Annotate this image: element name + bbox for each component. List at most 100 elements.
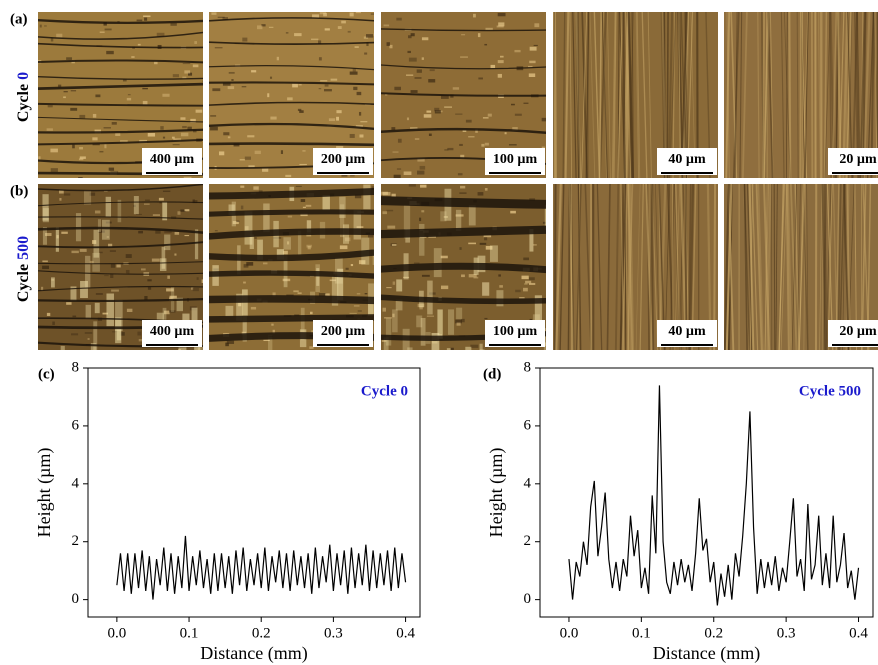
crack xyxy=(38,102,203,107)
texture xyxy=(743,184,748,350)
texture xyxy=(356,293,361,295)
crack xyxy=(38,184,203,192)
texture xyxy=(104,144,107,149)
texture xyxy=(115,299,123,332)
texture xyxy=(434,107,440,112)
texture xyxy=(92,240,97,244)
texture xyxy=(479,349,485,350)
texture xyxy=(240,185,245,188)
texture xyxy=(241,86,247,88)
panel-label: (d) xyxy=(483,366,501,382)
crack xyxy=(38,261,203,265)
texture xyxy=(757,12,760,178)
texture xyxy=(141,268,146,271)
texture xyxy=(345,349,352,350)
y-tick-label: 4 xyxy=(72,475,80,491)
texture xyxy=(485,245,493,250)
texture xyxy=(323,89,332,92)
texture xyxy=(511,103,515,106)
texture xyxy=(311,330,315,335)
texture xyxy=(116,264,121,268)
crack xyxy=(209,228,374,240)
texture xyxy=(85,255,91,288)
texture xyxy=(42,260,48,263)
texture xyxy=(514,113,522,116)
texture xyxy=(554,12,557,178)
texture xyxy=(447,309,455,335)
texture xyxy=(349,312,357,314)
texture xyxy=(169,310,176,313)
texture xyxy=(152,214,161,216)
texture xyxy=(280,150,284,154)
crack xyxy=(38,138,203,146)
texture xyxy=(177,211,181,215)
texture xyxy=(242,316,247,342)
texture xyxy=(108,243,113,247)
texture xyxy=(498,22,505,27)
texture xyxy=(161,246,166,269)
texture xyxy=(162,307,167,330)
texture xyxy=(544,204,546,230)
texture xyxy=(144,17,148,21)
texture xyxy=(318,40,322,44)
texture xyxy=(381,339,387,342)
row-label-number: 500 xyxy=(15,236,32,260)
texture xyxy=(162,136,166,139)
texture xyxy=(127,94,131,96)
texture xyxy=(385,318,392,346)
texture xyxy=(420,317,426,346)
texture xyxy=(627,12,633,178)
texture xyxy=(497,73,502,78)
texture xyxy=(183,176,192,178)
texture xyxy=(499,285,503,288)
texture xyxy=(567,184,570,350)
texture xyxy=(421,210,425,213)
texture xyxy=(358,111,362,116)
texture xyxy=(214,230,218,232)
texture xyxy=(257,25,263,30)
texture xyxy=(607,12,611,178)
texture xyxy=(515,289,521,293)
texture xyxy=(392,313,395,318)
texture xyxy=(416,315,423,328)
texture xyxy=(619,184,624,350)
texture xyxy=(484,142,489,146)
texture xyxy=(302,150,306,152)
texture xyxy=(541,117,546,122)
scale-bar-label: 200 µm xyxy=(321,152,366,167)
texture xyxy=(490,64,496,69)
texture xyxy=(421,57,424,60)
texture xyxy=(408,35,412,39)
texture xyxy=(796,12,799,178)
texture xyxy=(144,296,148,300)
texture xyxy=(481,143,485,147)
texture xyxy=(39,24,42,28)
texture xyxy=(41,286,44,291)
texture xyxy=(163,246,167,249)
texture xyxy=(727,184,735,350)
texture xyxy=(70,286,77,301)
texture xyxy=(293,290,299,293)
texture xyxy=(167,275,170,279)
texture xyxy=(455,209,462,231)
texture xyxy=(243,264,249,268)
texture xyxy=(391,244,397,246)
texture xyxy=(249,234,254,250)
x-tick-label: 0.3 xyxy=(324,625,343,641)
scale-bar-label: 40 µm xyxy=(668,324,706,339)
texture xyxy=(584,184,592,350)
texture xyxy=(465,346,472,350)
texture xyxy=(191,307,198,323)
texture xyxy=(386,42,390,46)
texture xyxy=(628,12,634,178)
texture xyxy=(135,213,142,215)
texture xyxy=(496,290,504,307)
texture xyxy=(407,347,413,350)
texture xyxy=(331,276,339,306)
texture xyxy=(353,210,362,240)
charts: 0.0 0.1 0.2 0.3 0.4 0 2 4 6 8 (c) Cycle 0 Distance (… xyxy=(34,359,874,664)
texture xyxy=(251,70,257,73)
texture xyxy=(496,25,504,28)
texture xyxy=(95,94,101,98)
texture xyxy=(162,190,171,192)
